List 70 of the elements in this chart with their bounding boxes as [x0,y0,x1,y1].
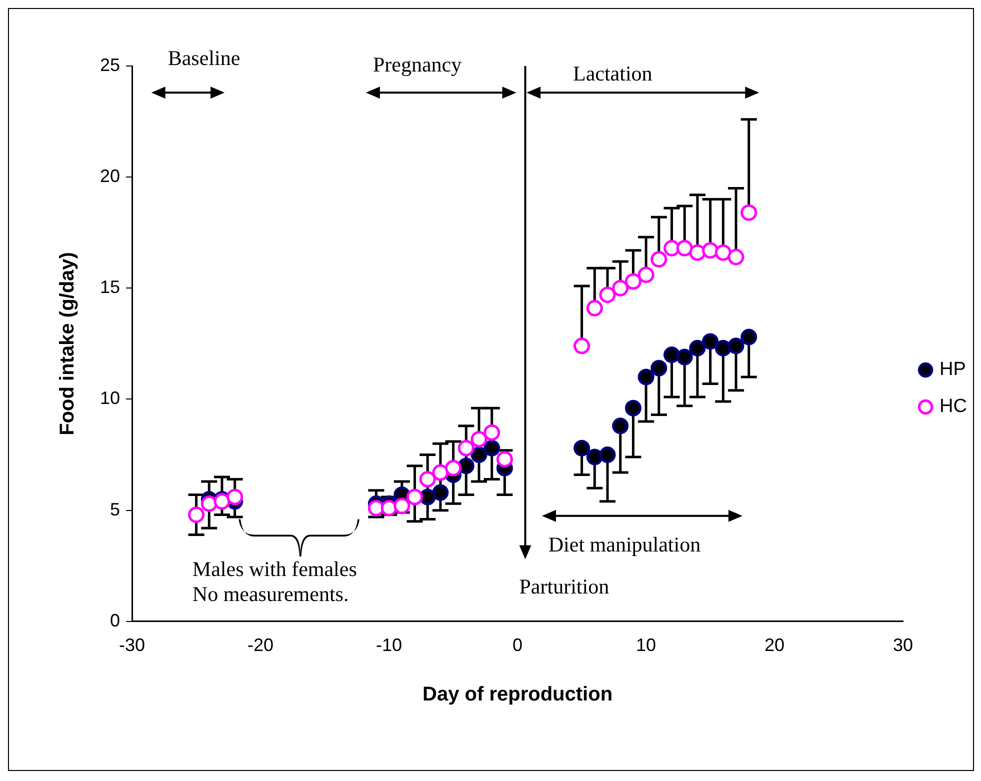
point [740,328,758,346]
point [394,498,410,514]
point [702,333,719,350]
ref-line-label: Parturition [519,574,610,599]
point [380,500,398,516]
x-tick-label: 0 [512,635,523,656]
legend-label: HC [940,396,968,418]
y-tick-label: 5 [110,499,120,520]
point [574,440,590,456]
point [702,242,719,259]
point [368,500,384,516]
point [200,495,218,512]
point [419,470,436,488]
point [484,424,500,441]
point [728,248,744,266]
point [638,368,654,386]
x-tick-label: -10 [376,635,402,656]
point [445,460,462,476]
point [586,300,603,316]
point [728,338,744,354]
annotation: Males with females No measurements. [192,556,357,606]
point [624,400,642,416]
point [496,450,513,468]
x-tick-label: -30 [119,635,146,656]
legend-label: HP [940,359,966,380]
y-tick-label: 15 [100,277,120,298]
point [714,244,732,261]
x-tick-label: -20 [248,635,274,656]
point [689,244,706,261]
point [432,484,449,501]
point [599,446,616,464]
annotation: Diet manipulation [548,532,702,556]
point [638,266,654,284]
annotation: Baseline [168,46,240,70]
point [650,360,668,376]
point [599,286,616,304]
annotation: Pregnancy [372,52,462,77]
point [689,340,706,356]
x-tick-label: 20 [764,635,785,656]
x-axis-title: Day of reproduction [422,684,613,706]
point [714,340,732,356]
point [650,251,668,268]
x-tick-label: 10 [636,635,656,656]
point [214,493,230,510]
point [458,440,474,456]
point [484,440,500,456]
y-axis-title: Food intake (g/day) [56,252,79,436]
point [432,464,449,481]
point [676,348,693,366]
y-tick-label: 0 [110,610,120,630]
x-tick-label: 30 [893,635,914,656]
point [663,240,680,256]
point [406,488,423,506]
point [188,506,205,524]
point [586,448,603,466]
point [226,488,244,506]
point [470,446,488,464]
y-tick-label: 25 [100,54,120,75]
annotation: Lactation [572,61,653,86]
point [624,273,642,290]
y-tick-label: 20 [100,166,120,186]
point [470,430,488,448]
y-tick-label: 10 [100,388,120,408]
point [663,346,680,364]
point [612,280,629,296]
point [458,458,474,474]
point [574,338,590,354]
point [740,204,758,221]
point [676,240,693,256]
point [612,418,629,434]
